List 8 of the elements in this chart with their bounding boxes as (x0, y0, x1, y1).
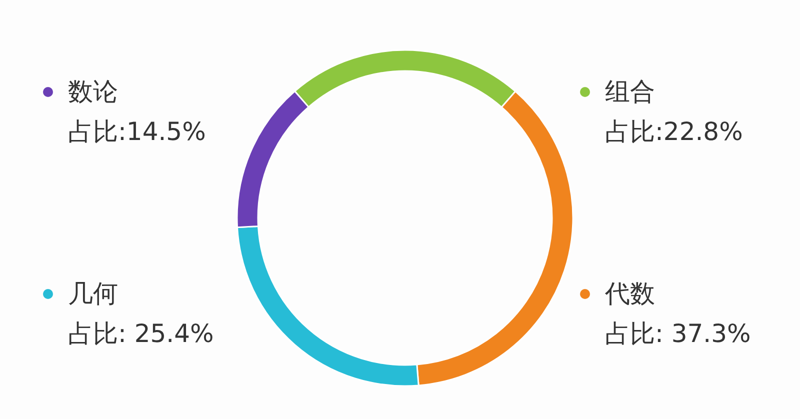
legend-label: 代数 (604, 279, 655, 308)
legend-label: 组合 (605, 77, 655, 106)
data-label: 占比:14.5% (68, 117, 206, 146)
data-label: 占比:22.8% (605, 117, 743, 146)
legend-label: 几何 (68, 279, 118, 308)
data-label: 占比: 37.3% (605, 319, 751, 348)
legend-label: 数论 (68, 77, 118, 106)
data-label: 占比: 25.4% (68, 319, 214, 348)
